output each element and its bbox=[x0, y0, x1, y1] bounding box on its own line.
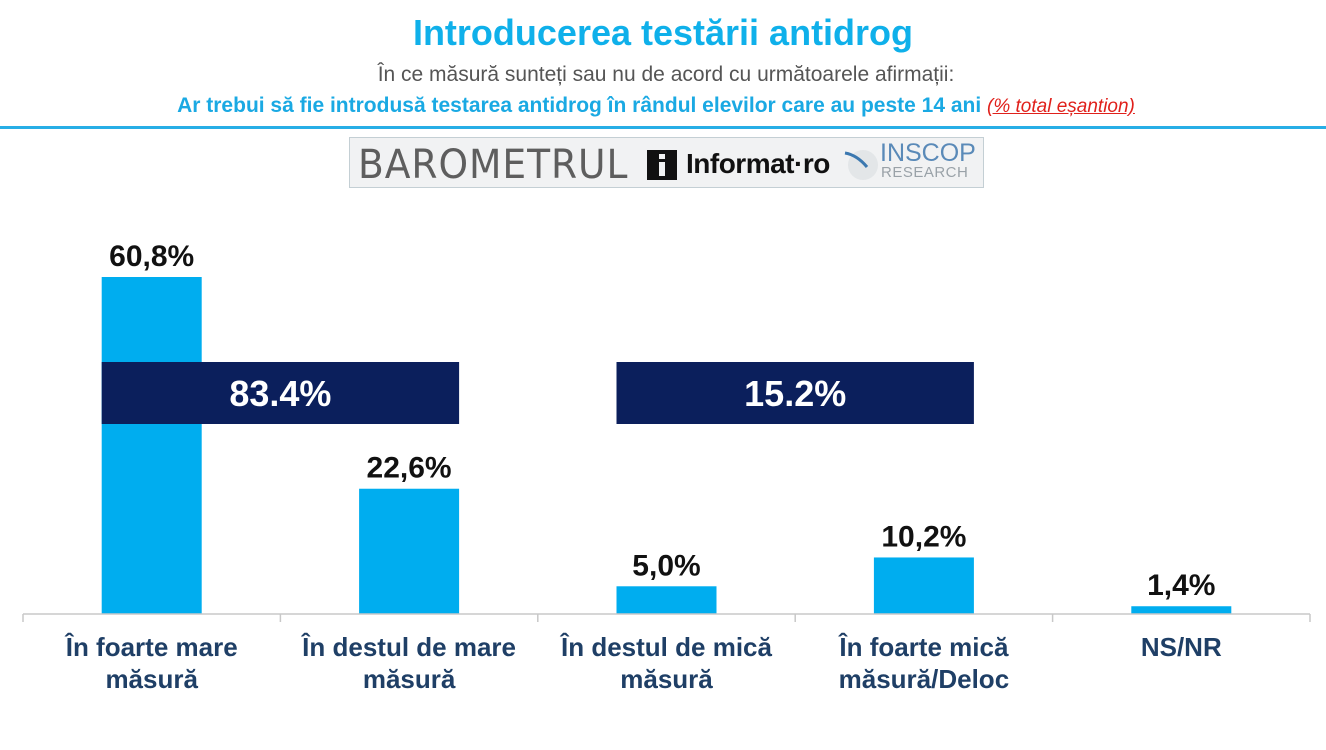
group-total-label: 15.2% bbox=[744, 373, 846, 414]
header-divider bbox=[0, 126, 1326, 129]
category-label: NS/NR bbox=[1141, 632, 1222, 662]
bar-value-label: 5,0% bbox=[632, 549, 700, 582]
informat-wordmark: Informat·ro bbox=[686, 148, 830, 179]
inscop-swoosh-icon bbox=[844, 150, 878, 180]
category-label: În destul de mare măsură bbox=[300, 632, 516, 694]
group-total-box bbox=[616, 362, 974, 424]
category-label: În foarte mică măsură/Deloc bbox=[837, 632, 1009, 694]
group-total-label: 83.4% bbox=[229, 373, 331, 414]
bar bbox=[359, 488, 460, 614]
bar bbox=[101, 277, 202, 614]
bar-value-label: 1,4% bbox=[1147, 569, 1215, 602]
bar bbox=[616, 586, 717, 614]
barometer-logo: BAROMETRUL Informat·ro INSCOP RESEARCH bbox=[349, 137, 984, 188]
chart-subtitle: În ce măsură sunteți sau nu de acord cu … bbox=[377, 63, 955, 86]
sample-note: (% total eșantion) bbox=[987, 96, 1135, 117]
bar-value-label: 10,2% bbox=[881, 520, 966, 553]
group-total-box bbox=[101, 362, 460, 424]
bar bbox=[873, 557, 974, 614]
informat-i-icon bbox=[647, 150, 677, 180]
category-label: În foarte mare măsură bbox=[64, 632, 238, 694]
bar bbox=[1131, 606, 1232, 614]
bar-value-label: 22,6% bbox=[367, 452, 452, 485]
question-text: Ar trebui să fie introdusă testarea anti… bbox=[177, 94, 982, 117]
barometrul-wordmark: BAROMETRUL bbox=[358, 142, 629, 188]
question-line: Ar trebui să fie introdusă testarea anti… bbox=[0, 94, 1312, 118]
inscop-wordmark: INSCOP bbox=[880, 139, 976, 167]
chart-title: Introducerea testării antidrog bbox=[412, 12, 914, 53]
category-label: În destul de mică măsură bbox=[559, 632, 772, 694]
bar-value-label: 60,8% bbox=[109, 240, 194, 273]
research-wordmark: RESEARCH bbox=[881, 164, 969, 181]
